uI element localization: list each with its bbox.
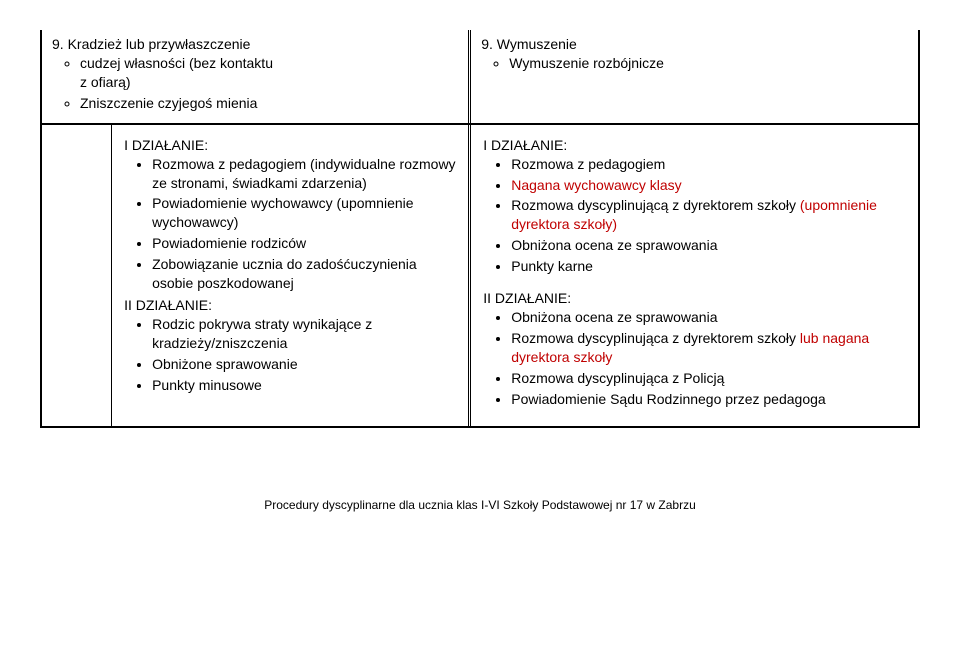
list-item: Rozmowa z pedagogiem [511, 155, 906, 174]
left-ii-list: Rodzic pokrywa straty wynikające z kradz… [124, 315, 456, 395]
list-item: Powiadomienie wychowawcy (upomnienie wyc… [152, 194, 456, 232]
section-heading: I DZIAŁANIE: [124, 137, 456, 153]
top-left-list: cudzej własności (bez kontaktu z ofiarą)… [52, 54, 458, 113]
top-row: 9. Kradzież lub przywłaszczenie cudzej w… [40, 30, 920, 123]
list-item: Obniżona ocena ze sprawowania [511, 308, 906, 327]
list-item: Wymuszenie rozbójnicze [509, 54, 908, 73]
text: cudzej własności (bez kontaktu [80, 55, 273, 71]
list-item: Powiadomienie rodziców [152, 234, 456, 253]
list-item: Nagana wychowawcy klasy [511, 176, 906, 195]
section-heading: I DZIAŁANIE: [483, 137, 906, 153]
list-item: Rozmowa z pedagogiem (indywidualne rozmo… [152, 155, 456, 193]
top-left-cell: 9. Kradzież lub przywłaszczenie cudzej w… [42, 30, 471, 123]
right-i-list: Rozmowa z pedagogiem Nagana wychowawcy k… [483, 155, 906, 276]
list-item: Rozmowa dyscyplinująca z dyrektorem szko… [511, 329, 906, 367]
text: z ofiarą) [80, 74, 131, 90]
top-left-title: 9. Kradzież lub przywłaszczenie [52, 36, 458, 52]
spacer-cell [42, 125, 112, 427]
list-item: Obniżona ocena ze sprawowania [511, 236, 906, 255]
list-item: Obniżone sprawowanie [152, 355, 456, 374]
list-item: cudzej własności (bez kontaktu z ofiarą) [80, 54, 458, 92]
text: Rozmowa dyscyplinującą z dyrektorem szko… [511, 197, 800, 213]
right-ii-list: Obniżona ocena ze sprawowania Rozmowa dy… [483, 308, 906, 408]
top-right-cell: 9. Wymuszenie Wymuszenie rozbójnicze [471, 30, 918, 123]
list-item: Punkty minusowe [152, 376, 456, 395]
section-heading: II DZIAŁANIE: [124, 297, 456, 313]
list-item: Zniszczenie czyjegoś mienia [80, 94, 458, 113]
main-right-cell: I DZIAŁANIE: Rozmowa z pedagogiem Nagana… [471, 125, 918, 427]
main-left-cell: I DZIAŁANIE: Rozmowa z pedagogiem (indyw… [112, 125, 471, 427]
top-right-title: 9. Wymuszenie [481, 36, 908, 52]
list-item: Rozmowa dyscyplinująca z Policją [511, 369, 906, 388]
list-item: Rodzic pokrywa straty wynikające z kradz… [152, 315, 456, 353]
section-heading: II DZIAŁANIE: [483, 290, 906, 306]
list-item: Rozmowa dyscyplinującą z dyrektorem szko… [511, 196, 906, 234]
main-row: I DZIAŁANIE: Rozmowa z pedagogiem (indyw… [40, 123, 920, 429]
list-item: Powiadomienie Sądu Rodzinnego przez peda… [511, 390, 906, 409]
red-text: Nagana wychowawcy klasy [511, 177, 681, 193]
text: Rozmowa dyscyplinująca z dyrektorem szko… [511, 330, 800, 346]
page-footer: Procedury dyscyplinarne dla ucznia klas … [40, 498, 920, 512]
top-right-list: Wymuszenie rozbójnicze [481, 54, 908, 73]
list-item: Punkty karne [511, 257, 906, 276]
list-item: Zobowiązanie ucznia do zadośćuczynienia … [152, 255, 456, 293]
spacer [483, 280, 906, 286]
left-i-list: Rozmowa z pedagogiem (indywidualne rozmo… [124, 155, 456, 293]
